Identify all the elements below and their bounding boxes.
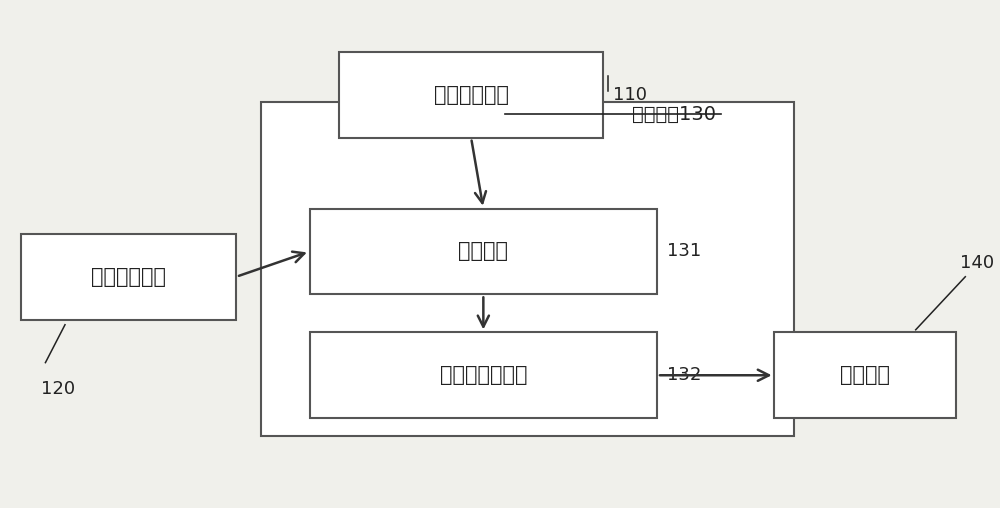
- Text: 下变频器: 下变频器: [840, 365, 890, 385]
- Text: 计算单元: 计算单元: [458, 241, 508, 262]
- Text: 131: 131: [667, 242, 701, 261]
- Text: 浮点转定点单元: 浮点转定点单元: [440, 365, 527, 385]
- Text: 110: 110: [613, 86, 647, 104]
- FancyBboxPatch shape: [310, 332, 657, 418]
- FancyBboxPatch shape: [261, 103, 794, 436]
- FancyBboxPatch shape: [21, 234, 236, 320]
- Text: 时钟输入模块: 时钟输入模块: [434, 85, 509, 105]
- Text: 140: 140: [960, 253, 995, 272]
- FancyBboxPatch shape: [310, 208, 657, 295]
- Text: 参数输入模块: 参数输入模块: [91, 267, 166, 287]
- FancyBboxPatch shape: [339, 52, 603, 138]
- Text: 计算模块130: 计算模块130: [632, 105, 716, 124]
- Text: 132: 132: [667, 366, 701, 384]
- FancyBboxPatch shape: [774, 332, 956, 418]
- Text: 120: 120: [41, 380, 75, 398]
